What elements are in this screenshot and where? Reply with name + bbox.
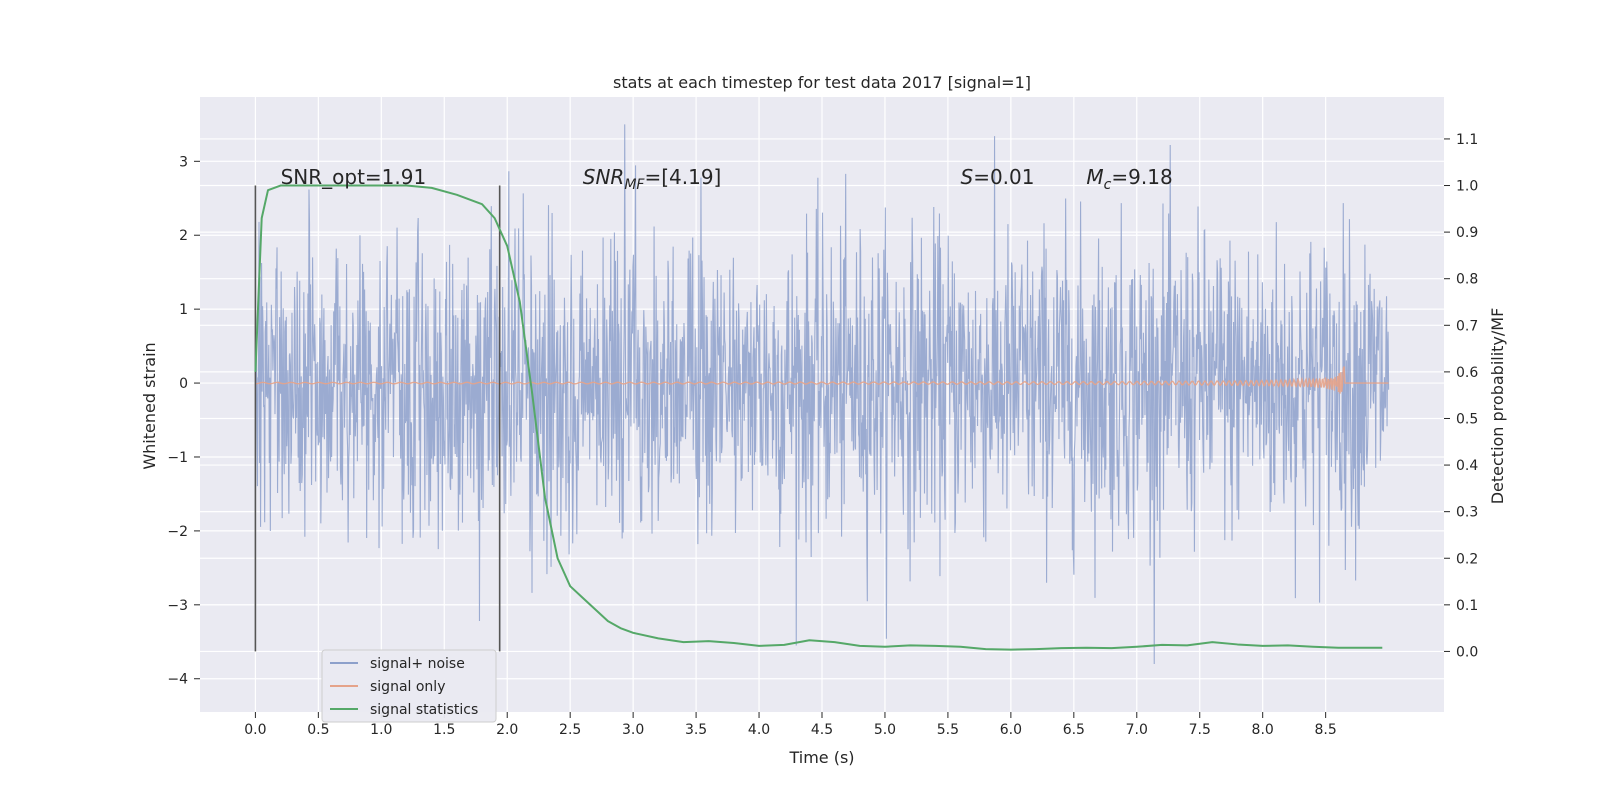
x-tick-label-17: 8.5 [1315,722,1337,738]
vertical-markers [254,185,501,652]
right-tick-label-3: 0.8 [1456,272,1478,288]
left-y-ticks: 3 2 1 0 −1 −2 −3 −4 [167,154,200,688]
annotation-2: S=0.01 [961,165,1035,189]
legend-entry-signal-noise: signal+ noise [370,656,465,672]
left-tick-label-6: −3 [167,598,188,614]
x-tick-label-16: 8.0 [1252,722,1274,738]
legend-box [321,649,497,723]
signal-statistics-line [254,184,1383,651]
x-tick-label-12: 6.0 [1000,722,1022,738]
signal-noise-line [254,124,1390,664]
right-tick-label-10: 0.1 [1456,598,1478,614]
signal-only-series [255,366,1389,394]
left-tick-label-0: 3 [179,154,188,170]
x-tick-label-13: 6.5 [1063,722,1085,738]
x-tick-label-10: 5.0 [874,722,896,738]
left-tick-label-7: −4 [167,672,188,688]
x-tick-label-1: 0.5 [307,722,329,738]
signal-statistics-series [254,184,1383,651]
x-tick-label-5: 2.5 [559,722,581,738]
left-tick-label-2: 1 [179,302,188,318]
x-tick-label-15: 7.5 [1189,722,1211,738]
left-y-axis-label: Whitened strain [140,342,159,469]
right-y-ticks: 1.1 1.0 0.9 0.8 0.7 0.6 0.5 0.4 0.3 0.2 0.1 0.0 [1444,132,1478,660]
right-tick-label-0: 1.1 [1456,132,1478,148]
right-tick-label-5: 0.6 [1456,365,1478,381]
legend-entry-signal-statistics: signal statistics [370,702,478,718]
right-tick-label-7: 0.4 [1456,458,1478,474]
x-tick-label-11: 5.5 [937,722,959,738]
x-tick-label-0: 0.0 [244,722,266,738]
right-tick-label-4: 0.7 [1456,318,1478,334]
annotation-0: SNR_opt=1.91 [281,165,427,189]
x-tick-label-2: 1.0 [370,722,392,738]
x-tick-label-9: 4.5 [811,722,833,738]
annotation-3: Mc=9.18 [1086,165,1172,193]
signal-only-line [255,366,1389,394]
x-ticks: 0.0 0.5 1.0 1.5 2.0 2.5 3.0 3.5 4.0 4.5 5.0 5.5 6.0 6… [244,712,1337,738]
x-tick-label-14: 7.0 [1126,722,1148,738]
legend-entry-signal-only: signal only [370,679,445,695]
right-tick-label-9: 0.2 [1456,551,1478,567]
right-y-axis-label: Detection probability/MF [1488,308,1507,505]
legend: signal+ noise signal only signal statist… [321,649,497,723]
x-tick-label-4: 2.0 [496,722,518,738]
right-tick-label-6: 0.5 [1456,411,1478,427]
signal-noise-series [254,124,1390,664]
right-tick-label-8: 0.3 [1456,505,1478,521]
x-tick-label-6: 3.0 [622,722,644,738]
chart-title: stats at each timestep for test data 201… [613,73,1031,92]
left-tick-label-4: −1 [167,450,188,466]
left-tick-label-1: 2 [179,228,188,244]
x-axis-label: Time (s) [788,748,854,767]
left-tick-label-3: 0 [179,376,188,392]
annotation-1: SNRMF=[4.19] [583,165,722,193]
annotations: SNR_opt=1.91 SNRMF=[4.19] S=0.01 Mc=9.18 [281,165,1173,193]
right-tick-label-2: 0.9 [1456,225,1478,241]
right-tick-label-1: 1.0 [1456,179,1478,195]
left-tick-label-5: −2 [167,524,188,540]
x-tick-label-7: 3.5 [685,722,707,738]
x-tick-label-3: 1.5 [433,722,455,738]
x-tick-label-8: 4.0 [748,722,770,738]
right-tick-label-11: 0.0 [1456,644,1478,660]
